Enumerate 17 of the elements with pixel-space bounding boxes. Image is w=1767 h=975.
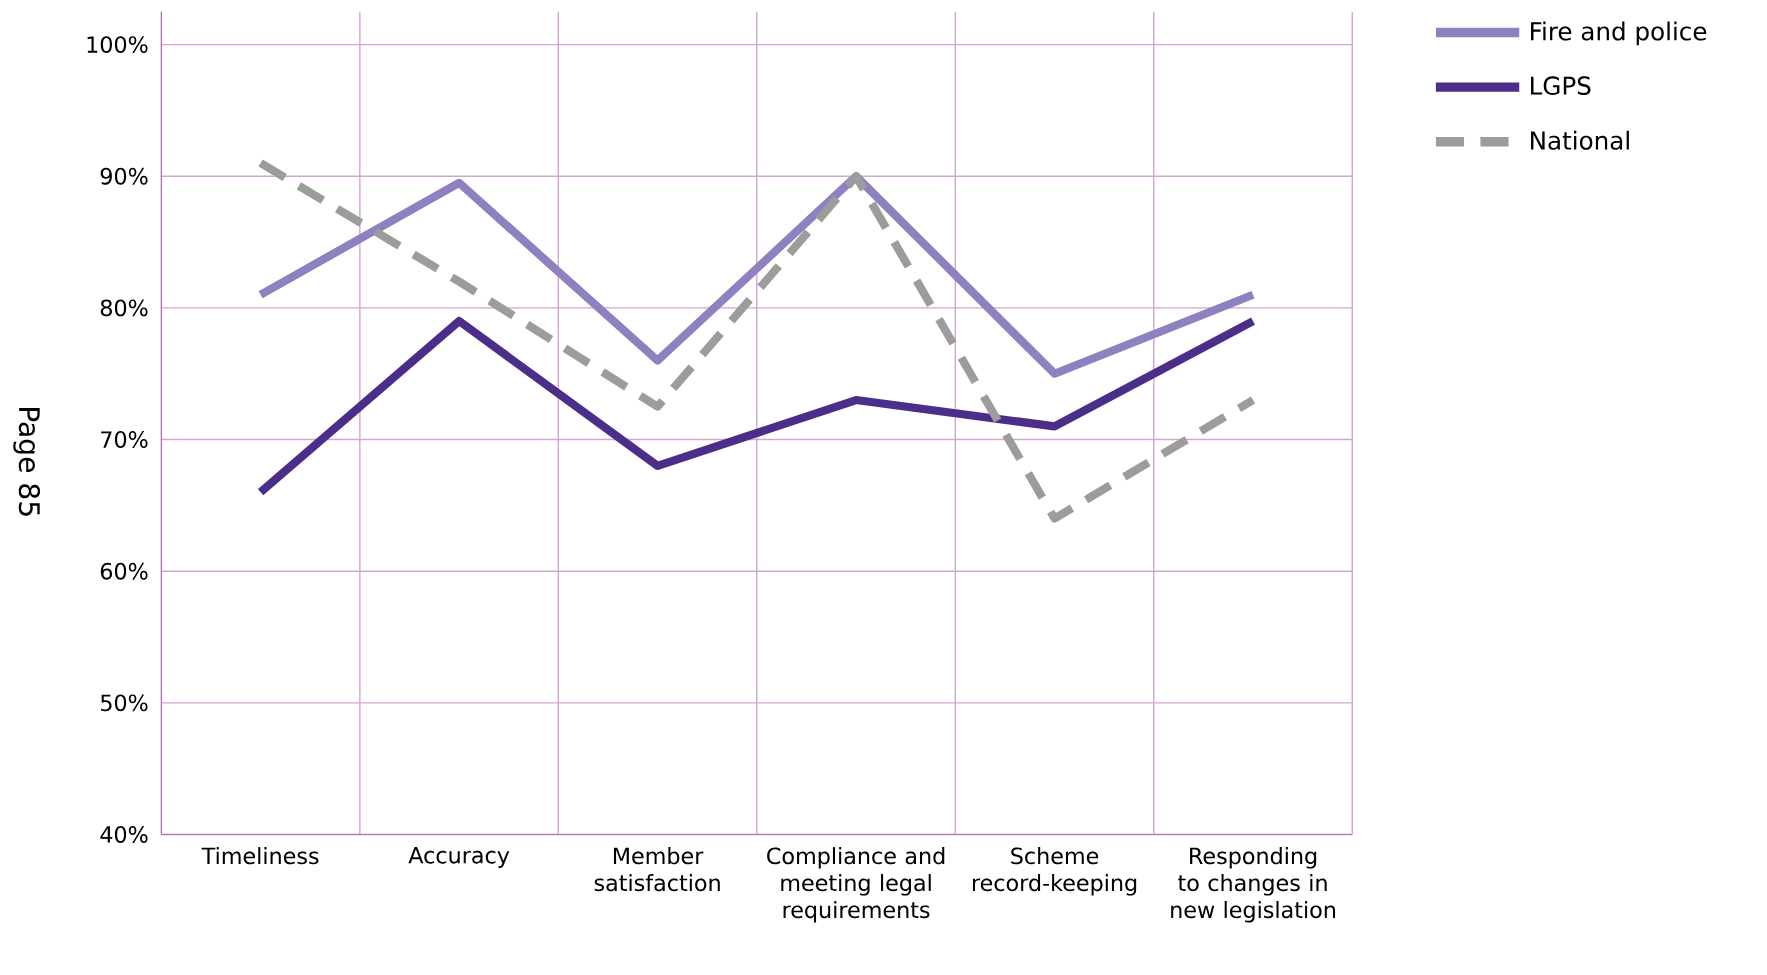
- legend-label: LGPS: [1531, 76, 1591, 95]
- y-tick-label: 40%: [100, 825, 148, 843]
- text: Page 85: [13, 408, 41, 516]
- y-tick-label: 60%: [100, 562, 148, 580]
- y-tick-label: 70%: [101, 431, 148, 448]
- legend-label: National: [1531, 130, 1629, 150]
- x-tick-label: Member satisfaction: [594, 846, 720, 892]
- y-tick-label: 50%: [101, 694, 148, 712]
- x-tick-label: Scheme record-keeping: [972, 846, 1137, 896]
- y-tick-label: 80%: [100, 299, 148, 317]
- y-tick-label: 100%: [87, 36, 148, 53]
- x-tick-label: Timeliness: [201, 846, 319, 865]
- y-tick-label: 90%: [100, 167, 148, 185]
- legend-label: Fire and police: [1531, 21, 1707, 46]
- x-tick-label: Responding to changes in new legislation: [1171, 846, 1336, 923]
- x-tick-label: Compliance and meeting legal requirements: [767, 846, 945, 923]
- x-tick-label: Accuracy: [408, 846, 510, 868]
